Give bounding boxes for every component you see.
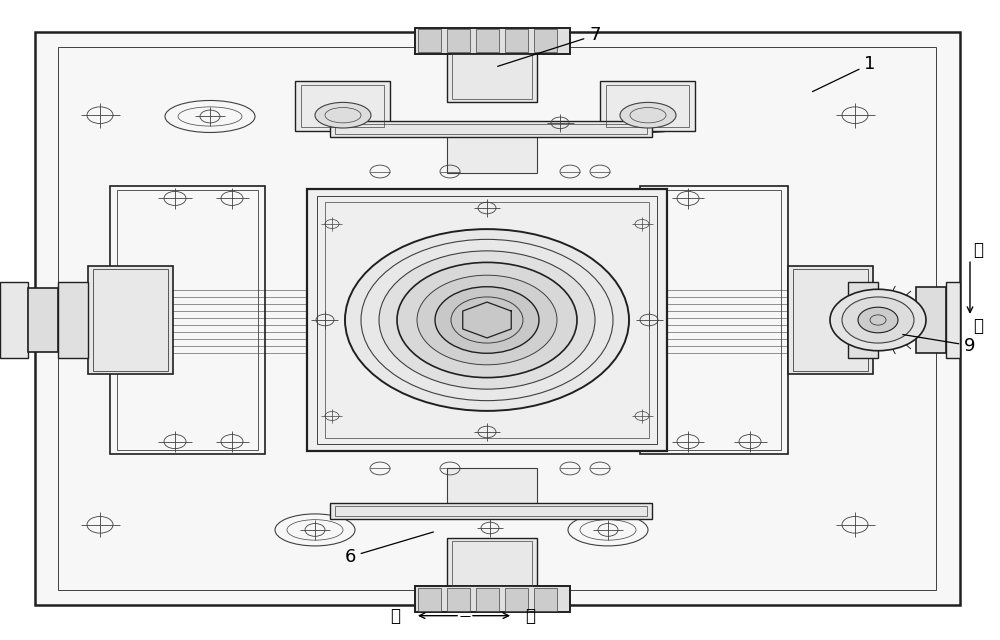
Ellipse shape bbox=[620, 102, 676, 128]
Bar bbox=[335, 124, 647, 134]
Bar bbox=[600, 81, 695, 131]
Bar bbox=[415, 28, 570, 54]
Bar bbox=[418, 29, 441, 52]
Circle shape bbox=[397, 262, 577, 378]
Bar bbox=[452, 54, 532, 99]
Bar bbox=[0, 282, 28, 358]
Circle shape bbox=[345, 229, 629, 411]
Bar bbox=[946, 282, 960, 358]
Text: 前: 前 bbox=[973, 317, 983, 335]
Bar bbox=[330, 121, 652, 137]
Bar bbox=[325, 202, 649, 438]
Text: 左: 左 bbox=[390, 607, 400, 625]
Bar bbox=[110, 186, 265, 454]
Bar bbox=[58, 47, 936, 590]
Bar bbox=[447, 29, 470, 52]
Circle shape bbox=[379, 251, 595, 389]
Bar bbox=[447, 134, 537, 173]
Bar bbox=[415, 586, 570, 612]
Bar bbox=[295, 81, 390, 131]
Bar bbox=[301, 85, 384, 127]
Bar bbox=[452, 541, 532, 586]
Text: 7: 7 bbox=[498, 26, 601, 67]
Text: 6: 6 bbox=[344, 532, 433, 566]
Bar bbox=[793, 269, 868, 371]
Bar bbox=[330, 503, 652, 519]
Bar bbox=[916, 287, 946, 353]
Bar bbox=[35, 32, 960, 605]
Bar bbox=[606, 85, 689, 127]
Bar bbox=[307, 189, 667, 451]
Bar bbox=[447, 538, 537, 589]
Bar bbox=[88, 266, 173, 374]
Text: 9: 9 bbox=[903, 335, 976, 355]
Circle shape bbox=[830, 289, 926, 351]
Ellipse shape bbox=[315, 102, 371, 128]
Bar bbox=[476, 29, 499, 52]
Bar bbox=[447, 588, 470, 611]
Bar bbox=[117, 190, 258, 450]
Bar bbox=[93, 269, 168, 371]
Bar bbox=[788, 266, 873, 374]
Bar bbox=[58, 282, 88, 358]
Circle shape bbox=[842, 297, 914, 343]
Bar bbox=[476, 588, 499, 611]
Bar bbox=[418, 588, 441, 611]
Bar bbox=[335, 506, 647, 516]
Circle shape bbox=[858, 307, 898, 333]
Text: 右: 右 bbox=[525, 607, 535, 625]
Bar bbox=[647, 190, 781, 450]
Text: 1: 1 bbox=[813, 55, 876, 92]
Circle shape bbox=[417, 275, 557, 365]
Bar bbox=[640, 186, 788, 454]
Bar bbox=[447, 468, 537, 506]
Bar bbox=[848, 282, 878, 358]
Bar bbox=[505, 29, 528, 52]
Bar bbox=[447, 51, 537, 102]
Bar bbox=[534, 29, 557, 52]
Bar bbox=[534, 588, 557, 611]
Circle shape bbox=[435, 287, 539, 353]
Text: 后: 后 bbox=[973, 241, 983, 259]
Bar bbox=[505, 588, 528, 611]
Bar bbox=[317, 196, 657, 444]
Bar bbox=[28, 288, 58, 352]
